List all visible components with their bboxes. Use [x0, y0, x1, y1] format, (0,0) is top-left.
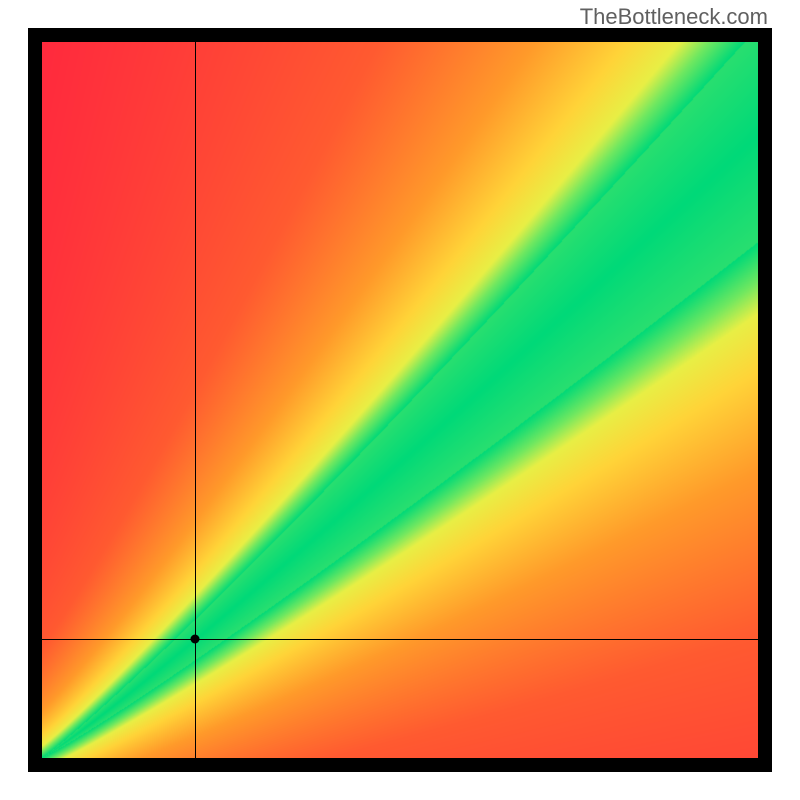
crosshair-horizontal	[42, 639, 758, 640]
watermark: TheBottleneck.com	[580, 4, 768, 30]
crosshair-vertical	[195, 42, 196, 758]
chart-border	[28, 28, 772, 772]
heatmap-canvas	[42, 42, 758, 758]
chart-plot-area	[42, 42, 758, 758]
data-point-marker	[191, 635, 200, 644]
